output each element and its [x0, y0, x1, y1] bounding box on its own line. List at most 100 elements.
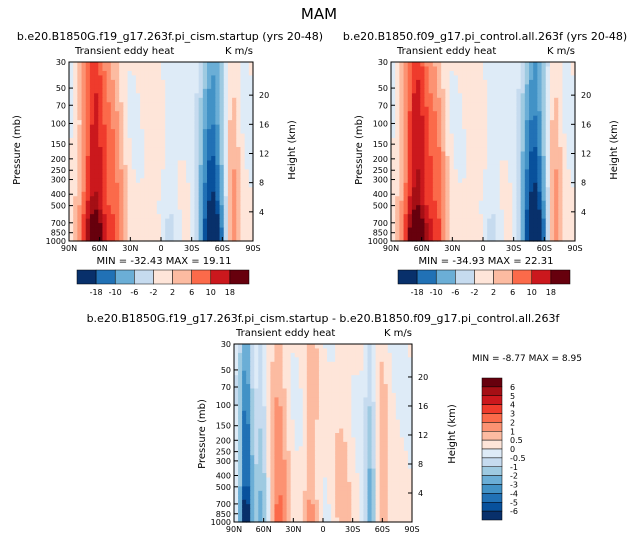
contour-cell — [102, 160, 108, 166]
contour-cell — [554, 214, 559, 220]
contour-cell — [545, 236, 551, 242]
contour-cell — [449, 142, 455, 148]
contour-cell — [457, 227, 463, 233]
contour-cell — [432, 155, 438, 162]
contour-cell — [391, 236, 396, 242]
contour-cell — [144, 232, 150, 238]
contour-cell — [420, 232, 426, 238]
contour-cell — [363, 410, 369, 416]
contour-cell — [499, 205, 505, 211]
contour-cell — [379, 433, 385, 439]
contour-cell — [347, 437, 352, 443]
contour-cell — [102, 124, 108, 130]
contour-cell — [520, 142, 526, 148]
contour-cell — [94, 106, 99, 112]
panel-subtitle-left: Transient eddy heat — [74, 46, 174, 57]
contour-cell — [483, 66, 488, 72]
contour-cell — [407, 173, 413, 179]
contour-cell — [403, 205, 409, 211]
contour-cell — [474, 191, 480, 197]
contour-cell — [194, 223, 200, 229]
contour-cell — [516, 120, 522, 126]
contour-cell — [495, 164, 501, 170]
contour-cell — [343, 464, 348, 470]
contour-cell — [232, 62, 237, 68]
contour-cell — [161, 218, 166, 224]
contour-cell — [215, 160, 221, 166]
contour-cell — [512, 129, 518, 135]
contour-cell — [554, 124, 559, 130]
contour-cell — [516, 62, 522, 68]
contour-cell — [407, 111, 413, 117]
contour-cell — [215, 205, 221, 211]
contour-cell — [570, 129, 576, 135]
contour-cell — [131, 223, 137, 229]
contour-cell — [533, 93, 538, 99]
contour-cell — [266, 437, 272, 443]
contour-cell — [298, 464, 304, 470]
contour-cell — [323, 397, 328, 403]
contour-cell — [487, 218, 492, 224]
contour-cell — [355, 397, 361, 403]
contour-cell — [432, 142, 438, 148]
contour-cell — [306, 397, 312, 403]
contour-cell — [169, 218, 175, 224]
contour-cell — [302, 415, 308, 421]
contour-cell — [258, 415, 263, 421]
contour-cell — [470, 84, 476, 90]
contour-cell — [294, 473, 300, 479]
contour-cell — [499, 70, 505, 77]
contour-cell — [391, 160, 396, 166]
contour-cell — [407, 214, 413, 220]
contour-cell — [339, 370, 344, 376]
contour-cell — [391, 344, 397, 350]
contour-cell — [211, 218, 216, 224]
contour-cell — [286, 424, 292, 430]
contour-cell — [246, 428, 251, 434]
contour-cell — [262, 352, 267, 358]
contour-cell — [403, 147, 409, 153]
contour-cell — [462, 102, 467, 108]
contour-cell — [234, 450, 239, 456]
contour-cell — [106, 218, 112, 224]
contour-cell — [156, 218, 162, 224]
contour-cell — [339, 357, 344, 363]
contour-cell — [391, 437, 397, 443]
contour-cell — [73, 232, 78, 238]
contour-cell — [347, 473, 352, 479]
contour-cell — [223, 84, 229, 90]
contour-cell — [520, 151, 526, 157]
contour-cell — [359, 433, 365, 439]
contour-cell — [491, 155, 497, 162]
contour-cell — [85, 232, 91, 238]
contour-cell — [127, 124, 133, 130]
contour-cell — [81, 160, 87, 166]
contour-cell — [127, 173, 133, 179]
contour-cell — [462, 169, 467, 175]
contour-cell — [529, 62, 534, 68]
contour-cell — [449, 97, 455, 103]
contour-cell — [562, 124, 568, 130]
contour-cell — [89, 164, 95, 170]
contour-cell — [258, 473, 263, 479]
contour-cell — [432, 115, 438, 121]
contour-cell — [478, 84, 484, 90]
contour-cell — [254, 397, 259, 403]
y-tick-label: 300 — [51, 176, 66, 185]
contour-cell — [278, 446, 284, 452]
contour-cell — [562, 93, 568, 99]
contour-cell — [302, 446, 308, 452]
contour-cell — [420, 129, 426, 135]
contour-cell — [77, 173, 83, 179]
contour-cell — [240, 214, 246, 220]
contour-cell — [554, 236, 559, 242]
contour-cell — [470, 205, 476, 211]
contour-cell — [533, 111, 538, 117]
contour-cell — [115, 236, 120, 242]
contour-cell — [449, 70, 455, 77]
contour-cell — [462, 88, 467, 94]
contour-cell — [367, 415, 373, 421]
contour-cell — [69, 214, 74, 220]
y-axis-label: Pressure (mb) — [197, 399, 208, 469]
contour-cell — [562, 191, 568, 197]
